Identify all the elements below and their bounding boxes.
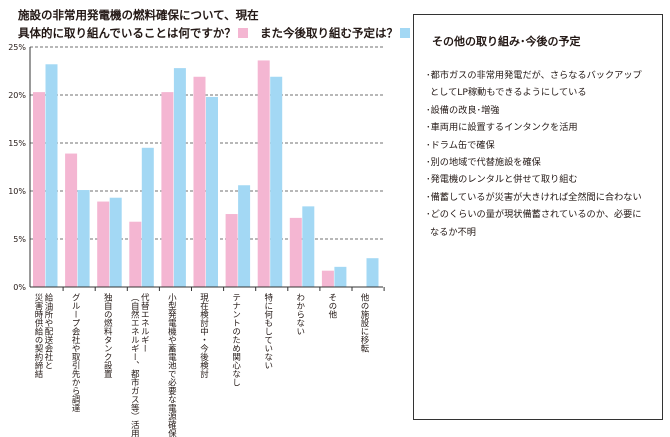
bar-current — [33, 92, 45, 288]
bar-future — [302, 206, 315, 287]
x-category-label: 給油所や配送会社と 災害時供給の契約締結 — [33, 293, 53, 378]
y-tick-label: 15% — [8, 139, 26, 148]
y-tick-label: 10% — [8, 187, 26, 196]
category-label-line: わからない — [294, 293, 305, 336]
x-category-label: テナントのため関心なし — [231, 293, 241, 387]
sidebox-item: ･別の地域で代替施設を確保 — [426, 157, 541, 169]
category-label-line: 独自の燃料タンク設置 — [102, 293, 113, 378]
x-category-label: 小型発電機や蓄電池で必要な電源確保 — [166, 293, 176, 437]
bar-current — [321, 270, 334, 287]
bar-future — [109, 197, 122, 287]
category-label-line: 特に何もしていない — [262, 293, 273, 370]
title-line-2b: また今後取り組む予定は？ — [259, 26, 398, 40]
y-tick-label: 0% — [13, 283, 26, 292]
category-label-line: （自然エネルギー、都市ガス等）活用 — [129, 293, 140, 437]
y-tick-label: 25% — [8, 43, 26, 52]
category-label-line: 現在検討中・今後検討 — [198, 293, 209, 378]
bar-future — [173, 68, 186, 288]
category-label-line: その他 — [326, 293, 337, 319]
x-category-label: グループ会社や取引先から調達 — [70, 293, 80, 412]
sidebox-item: ･発電機のレンタルと併せて取り組む — [426, 174, 578, 186]
other-efforts-box: その他の取り組み･今後の予定 ･都市ガスの非常用発電だが、さらなるバックアップと… — [413, 14, 663, 420]
x-category-label: 独自の燃料タンク設置 — [102, 293, 112, 378]
bar-current — [65, 153, 78, 287]
x-category-label: その他 — [327, 293, 337, 319]
y-tick-label: 5% — [13, 235, 26, 244]
title-line-1: 施設の非常用発電機の燃料確保について、現在 — [18, 8, 259, 22]
bar-current — [193, 76, 206, 287]
bar-future — [366, 258, 379, 287]
bar-current — [289, 217, 302, 287]
bar-future — [77, 190, 90, 287]
sidebox-item: ･どのくらいの量が現状備蓄されているのか、必要になるか不明 — [426, 209, 642, 238]
category-label-line: 他の施設に移転 — [359, 293, 369, 353]
sidebox-item: ･都市ガスの非常用発電だが、さらなるバックアップとしてLP稼動もできるようにして… — [426, 70, 642, 99]
x-category-label: わからない — [295, 293, 305, 336]
legend-swatch-future — [399, 28, 410, 38]
category-label-line: 給油所や配送会社と — [43, 293, 53, 370]
x-category-label: 代替エネルギー （自然エネルギー、都市ガス等）活用 — [129, 293, 149, 437]
bar-chart: 0% 5% 10% 15% 20% 25% — [8, 43, 385, 292]
sidebox-item: ･ドラム缶で確保 — [426, 139, 495, 151]
x-category-label: 現在検討中・今後検討 — [199, 293, 209, 378]
bar-current — [257, 60, 270, 287]
sidebox-title: その他の取り組み･今後の予定 — [432, 35, 581, 48]
legend-swatch-current — [237, 28, 248, 38]
sidebox-item: ･設備の改良･増強 — [426, 104, 500, 116]
category-label-line: 代替エネルギー — [139, 293, 150, 353]
bar-future — [141, 147, 154, 287]
sidebox-item: ･備蓄しているが災害が大きければ全然間に合わない — [426, 191, 642, 203]
bar-future — [45, 64, 58, 287]
bar-future — [238, 185, 251, 287]
bar-current — [129, 221, 142, 287]
bar-current — [97, 201, 110, 287]
sidebox-item: ･車両用に設置するインタンクを活用 — [426, 122, 578, 134]
bar-current — [225, 214, 238, 287]
bar-future — [334, 266, 347, 287]
y-tick-label: 20% — [8, 91, 26, 100]
bar-current — [161, 92, 174, 288]
chart-title: 施設の非常用発電機の燃料確保について、現在 具体的に取り組んでいることは何ですか… — [18, 6, 414, 42]
x-category-label: 他の施設に移転 — [359, 293, 369, 353]
category-label-line: 小型発電機や蓄電池で必要な電源確保 — [166, 293, 177, 437]
category-label-line: テナントのため関心なし — [230, 293, 241, 387]
bar-future — [270, 76, 283, 287]
category-label-line: 災害時供給の契約締結 — [33, 293, 43, 378]
x-category-label: 特に何もしていない — [263, 293, 273, 370]
title-line-2a: 具体的に取り組んでいることは何ですか？ — [18, 26, 236, 40]
category-label-line: グループ会社や取引先から調達 — [70, 293, 81, 412]
bar-future — [206, 96, 218, 287]
